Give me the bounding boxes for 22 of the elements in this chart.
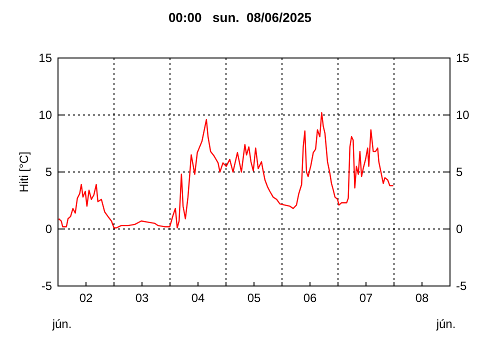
x-tick-label: 07 xyxy=(359,291,373,305)
x-tick-label: 08 xyxy=(415,291,429,305)
y-tick-label: 5 xyxy=(45,165,52,179)
x-tick-label: 05 xyxy=(247,291,261,305)
x-tick-label: 02 xyxy=(79,291,93,305)
x-tick-label: 06 xyxy=(303,291,317,305)
y-tick-label: -5 xyxy=(41,279,52,293)
x-tick-label: 03 xyxy=(135,291,149,305)
line-series xyxy=(58,112,394,228)
text: jún. xyxy=(51,317,72,331)
y-tick-label: 10 xyxy=(38,108,52,122)
y-tick-label: 0 xyxy=(45,222,52,236)
y2-tick-label: 0 xyxy=(456,222,463,236)
text: jún. xyxy=(435,317,456,331)
y-tick-label: 15 xyxy=(38,51,52,65)
y-axis-title: Hiti [°C] xyxy=(17,152,31,192)
y2-tick-label: 10 xyxy=(456,108,470,122)
y2-tick-label: 15 xyxy=(456,51,470,65)
y2-tick-label: -5 xyxy=(456,279,467,293)
y2-tick-label: 5 xyxy=(456,165,463,179)
x-tick-label: 04 xyxy=(191,291,205,305)
chart-title: 00:00 sun. 08/06/2025 xyxy=(168,10,312,25)
